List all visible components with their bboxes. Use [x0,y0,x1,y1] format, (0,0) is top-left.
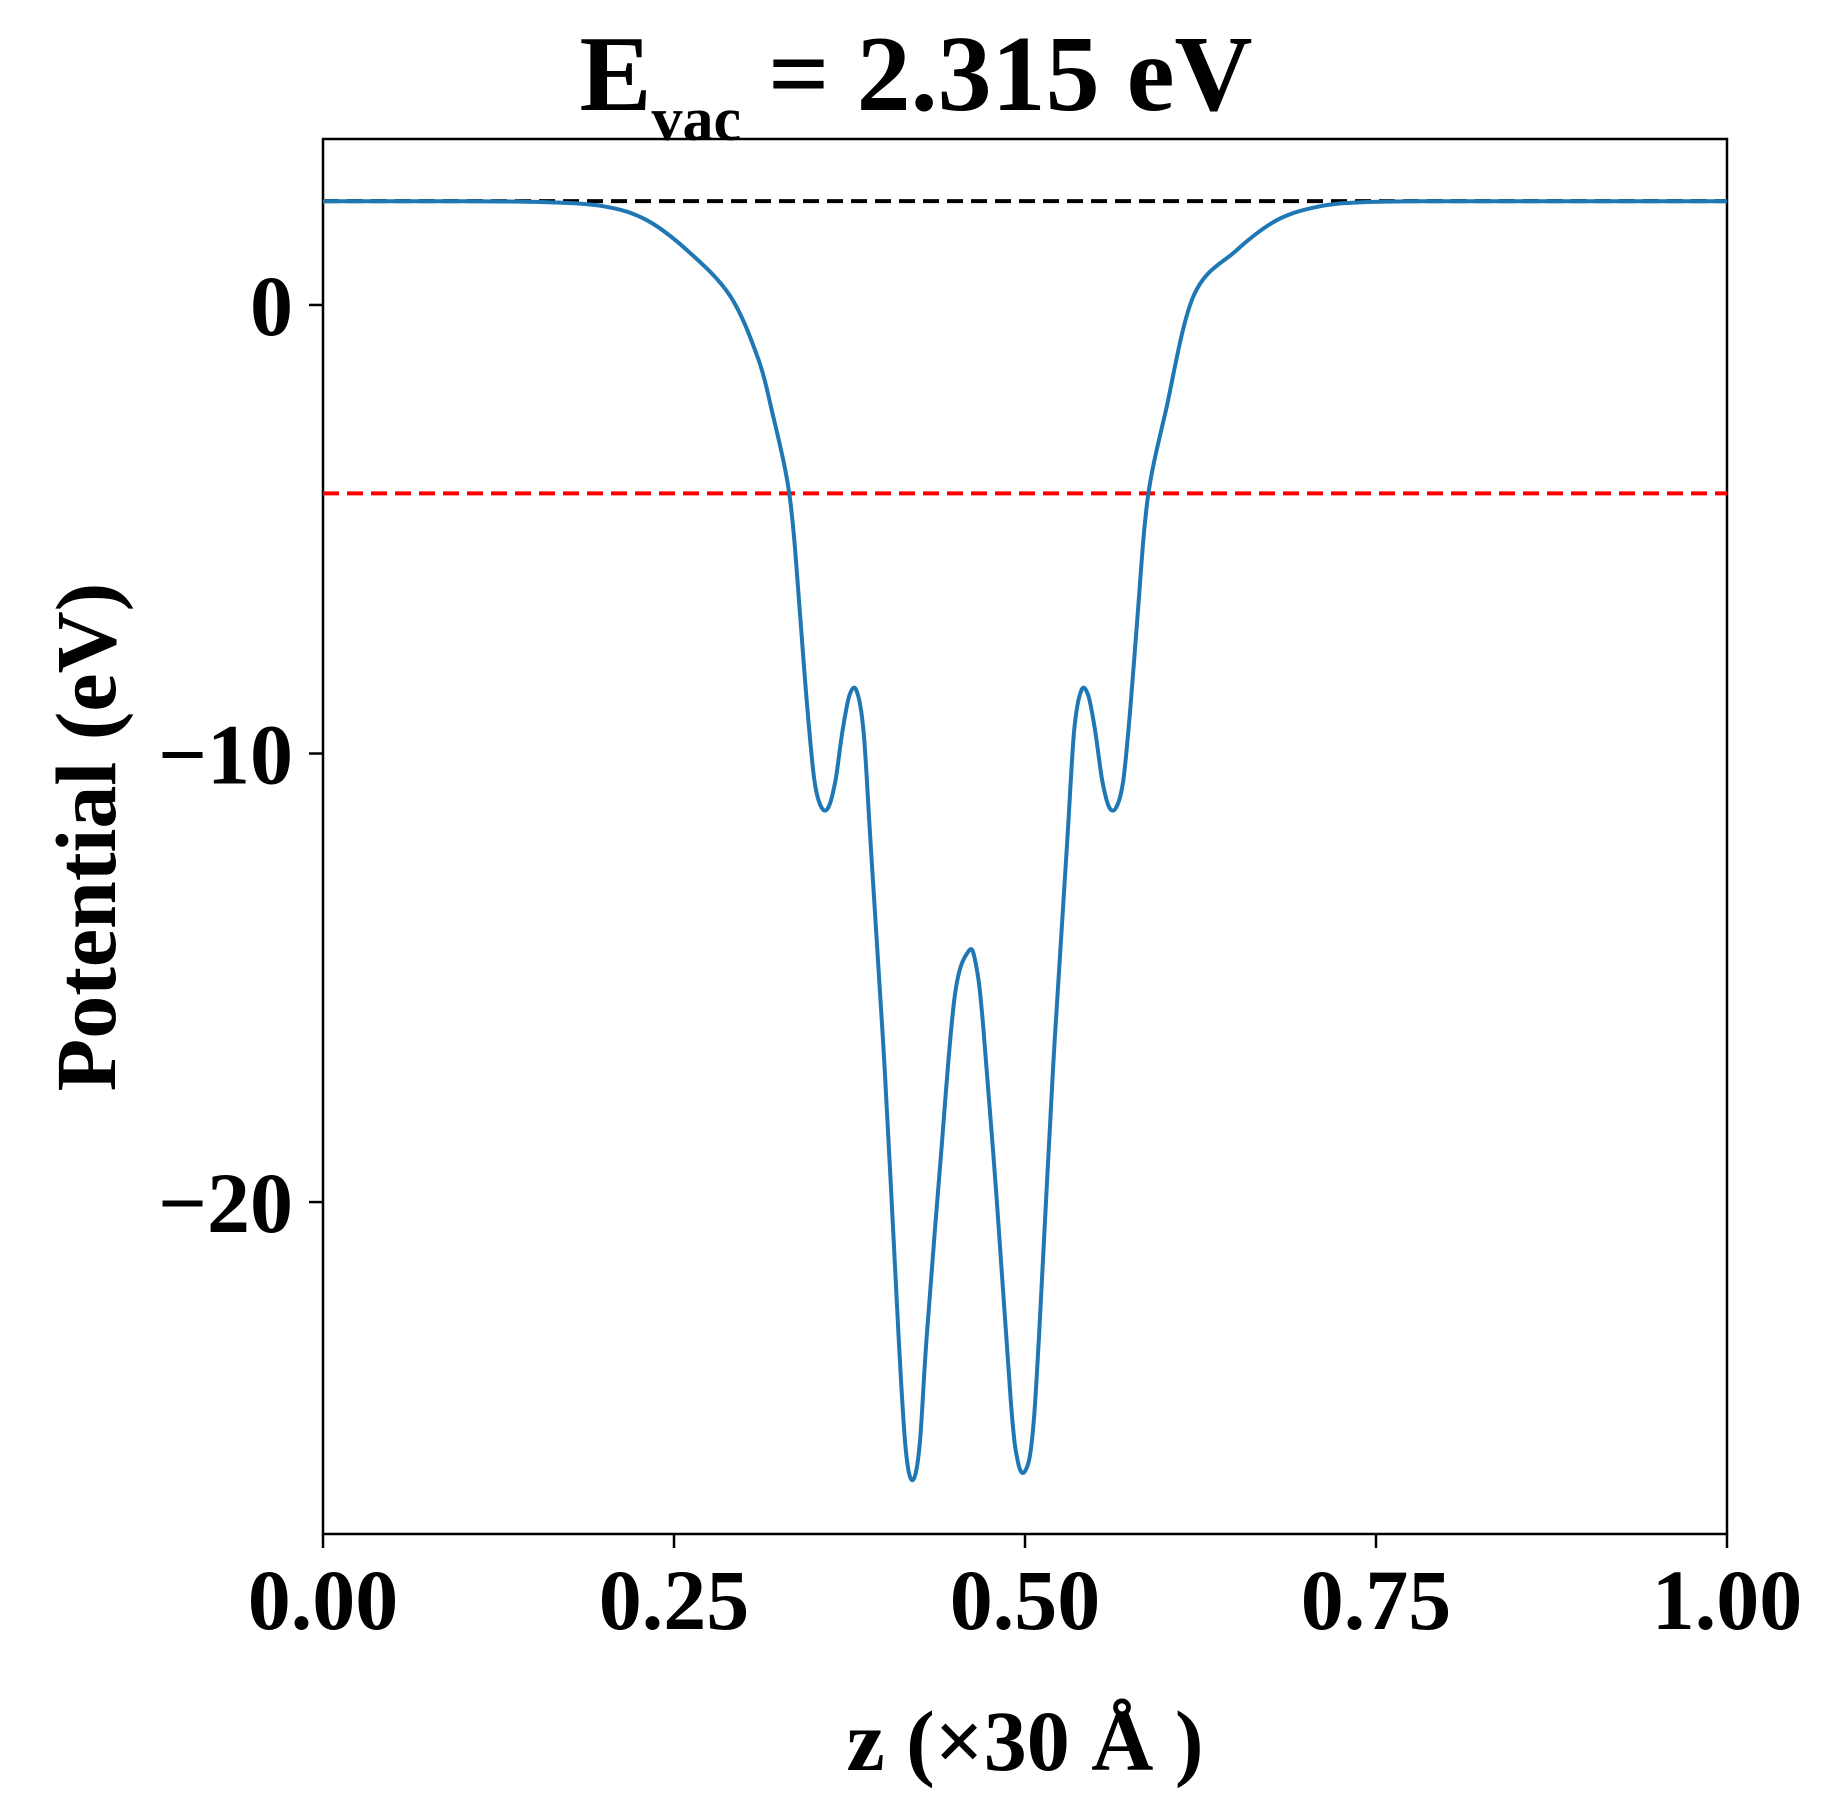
x-ticks: 0.00 0.25 0.50 0.75 1.00 [248,1534,1803,1648]
x-tick-label: 0.50 [950,1552,1101,1648]
reference-lines [323,199,1727,496]
x-axis-label: z (×30 Å ) [846,1693,1203,1789]
x-tick-label: 1.00 [1652,1552,1803,1648]
chart-title: Evac = 2.315 eV [579,15,1252,154]
series-group [322,199,1727,1483]
plot-frame [321,137,1729,1536]
title-subscript: vac [652,86,742,154]
series-line-0 [322,199,1727,1483]
y-ticks: 0 −10 −20 [158,258,323,1251]
y-tick-label: −10 [158,707,293,803]
title-main: E [579,15,651,134]
y-tick-label: −20 [158,1155,293,1251]
y-tick-label: 0 [250,258,293,354]
x-tick-label: 0.25 [599,1552,750,1648]
x-tick-label: 0.75 [1301,1552,1452,1648]
y-axis-label: Potential (eV) [38,583,134,1092]
title-rest: = 2.315 eV [741,15,1252,134]
x-tick-label: 0.00 [248,1552,399,1648]
